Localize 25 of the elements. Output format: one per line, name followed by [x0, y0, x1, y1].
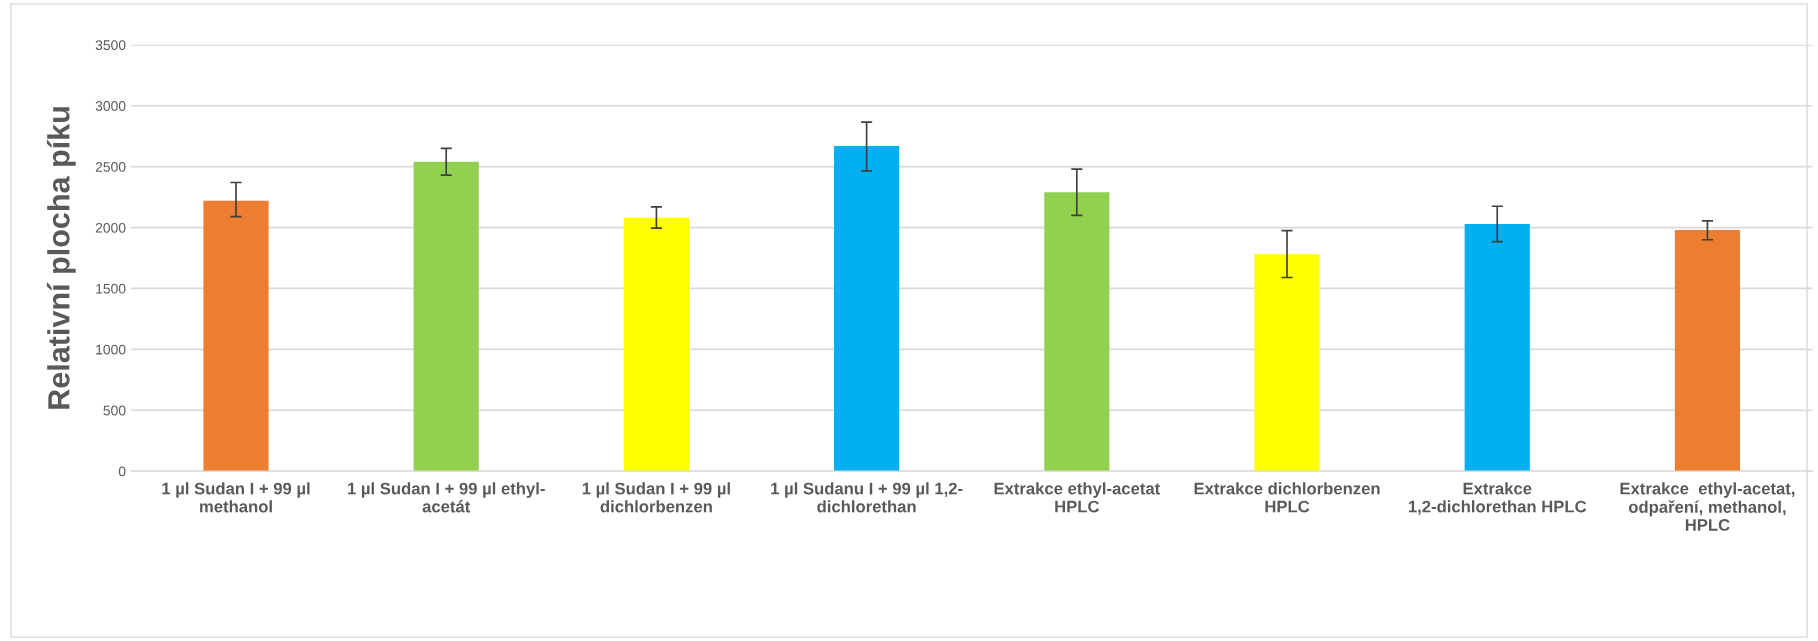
- bar: [413, 161, 479, 472]
- bar: [1254, 254, 1320, 472]
- y-tick-label: 3500: [95, 40, 126, 51]
- x-tick-label: 1 µl Sudan I + 99 µl dichlorbenzen: [582, 482, 730, 513]
- y-tick-label: 2000: [95, 222, 126, 233]
- y-tick-label: 1000: [96, 344, 126, 355]
- x-tick-label: 1 µl Sudan I + 99 µl methanol: [162, 482, 310, 513]
- x-tick-label: Extrakce ethyl-acetat, odpaření, methanol, HPLC: [1620, 482, 1795, 531]
- bar: [834, 145, 900, 472]
- bar: [623, 217, 689, 472]
- x-tick-label: 1 µl Sudanu I + 99 µl 1,2- dichlorethan: [771, 482, 963, 513]
- bar: [1674, 229, 1741, 472]
- y-tick-label: 500: [103, 405, 126, 416]
- x-tick-label: Extrakce dichlorbenzen HPLC: [1194, 482, 1380, 513]
- x-tick-label: Extrakce ethyl-acetat HPLC: [994, 482, 1161, 513]
- y-tick-label: 0: [118, 466, 126, 477]
- bar: [1044, 192, 1110, 472]
- x-tick-label: Extrakce 1,2-dichlorethan HPLC: [1408, 482, 1587, 515]
- bar: [1464, 223, 1530, 472]
- y-tick-label: 1500: [96, 283, 126, 294]
- y-tick-label: 3000: [95, 101, 126, 111]
- y-axis-title: Relativní plocha píku: [46, 107, 76, 409]
- x-tick-label: 1 µl Sudan I + 99 µl ethyl- acetát: [348, 482, 545, 513]
- bar: [203, 200, 269, 472]
- y-tick-label: 2500: [95, 161, 126, 172]
